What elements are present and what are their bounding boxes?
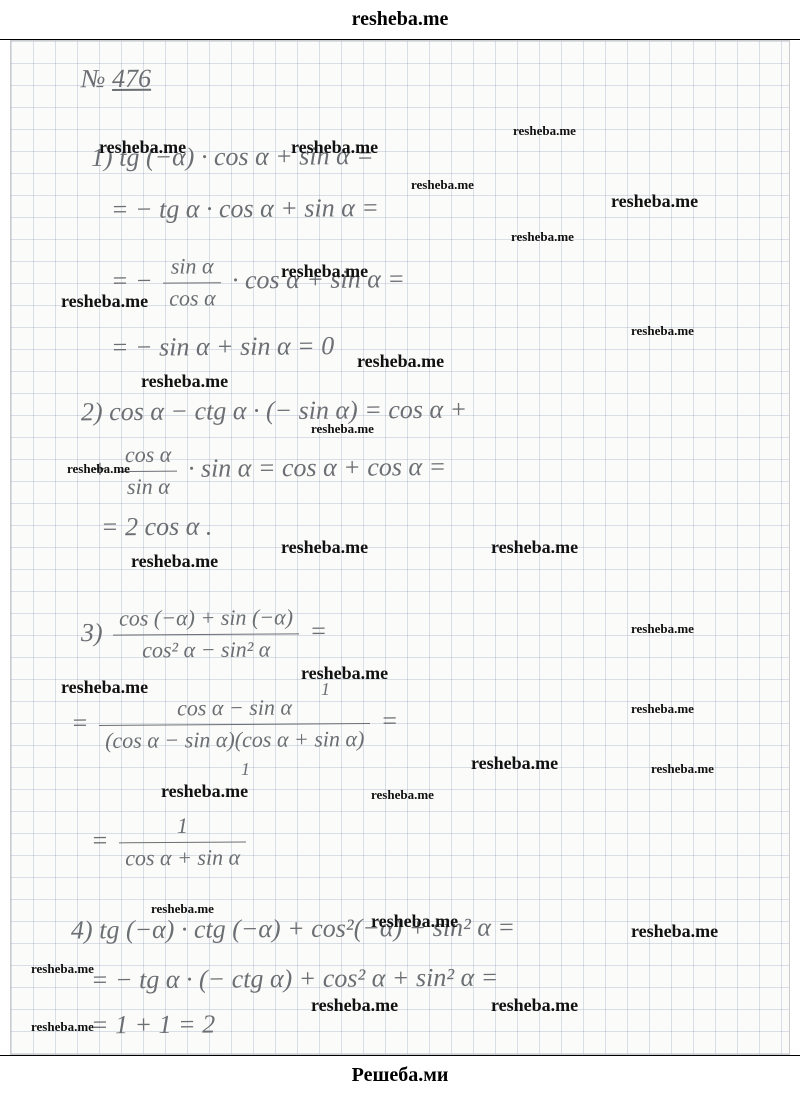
- watermark-text: resheba.me: [371, 787, 434, 803]
- watermark-text: resheba.me: [631, 621, 694, 637]
- eq-3c-den: cos α + sin α: [119, 842, 246, 874]
- eq-3c-frac: 1 cos α + sin α: [119, 810, 246, 873]
- page-header: resheba.me: [0, 0, 800, 40]
- watermark-text: resheba.me: [99, 137, 186, 158]
- eq-2c: = 2 cos α .: [101, 509, 213, 546]
- watermark-text: resheba.me: [61, 677, 148, 698]
- watermark-text: resheba.me: [471, 753, 558, 774]
- eq-3b-den: (cos α − sin α)(cos α + sin α): [99, 724, 370, 757]
- eq-2b-post: · sin α = cos α + cos α =: [188, 452, 446, 483]
- watermark-text: resheba.me: [141, 371, 228, 392]
- eq-3a-post: =: [309, 616, 327, 645]
- eq-3c-pre: =: [91, 826, 115, 855]
- eq-1c: = − sin α cos α · cos α + sin α =: [111, 250, 405, 315]
- watermark-text: resheba.me: [357, 351, 444, 372]
- watermark-text: resheba.me: [161, 781, 248, 802]
- notebook-page: № 476 1) tg (−α) · cos α + sin α = = − t…: [10, 40, 790, 1055]
- watermark-text: resheba.me: [491, 995, 578, 1016]
- watermark-text: resheba.me: [61, 291, 148, 312]
- eq-3b-sub: 1: [241, 757, 250, 782]
- watermark-text: resheba.me: [131, 551, 218, 572]
- problem-number: 476: [112, 64, 151, 93]
- eq-3a-num: cos (−α) + sin (−α): [113, 602, 299, 635]
- eq-3a-den: cos² α − sin² α: [113, 634, 299, 666]
- eq-1d: = − sin α + sin α = 0: [111, 328, 334, 366]
- eq-3c-num: 1: [119, 810, 246, 843]
- eq-1c-frac: sin α cos α: [163, 251, 222, 314]
- watermark-text: resheba.me: [491, 537, 578, 558]
- eq-1c-num: sin α: [163, 251, 222, 283]
- eq-2a: 2) cos α − ctg α · (− sin α) = cos α +: [81, 392, 467, 431]
- watermark-text: resheba.me: [291, 137, 378, 158]
- watermark-text: resheba.me: [311, 421, 374, 437]
- watermark-text: resheba.me: [631, 323, 694, 339]
- footer-title: Решеба.ми: [352, 1064, 449, 1087]
- page-footer: Решеба.ми: [0, 1055, 800, 1095]
- eq-1c-den: cos α: [163, 283, 222, 314]
- watermark-text: resheba.me: [151, 901, 214, 917]
- eq-3c: = 1 cos α + sin α: [91, 810, 250, 874]
- problem-heading: № 476: [81, 61, 151, 98]
- watermark-text: resheba.me: [31, 961, 94, 977]
- watermark-text: resheba.me: [311, 995, 398, 1016]
- eq-4b: = − tg α · (− ctg α) + cos² α + sin² α =: [91, 960, 499, 999]
- watermark-text: resheba.me: [611, 191, 698, 212]
- watermark-text: resheba.me: [631, 921, 718, 942]
- eq-3b-pre: =: [71, 708, 95, 737]
- eq-3b: = cos α − sin α (cos α − sin α)(cos α + …: [71, 692, 399, 757]
- eq-2b: + cos α sin α · sin α = cos α + cos α =: [91, 438, 447, 503]
- watermark-text: resheba.me: [631, 701, 694, 717]
- watermark-text: resheba.me: [513, 123, 576, 139]
- eq-1b: = − tg α · cos α + sin α =: [111, 190, 379, 228]
- watermark-text: resheba.me: [411, 177, 474, 193]
- eq-3a-pre: 3): [81, 618, 109, 647]
- watermark-text: resheba.me: [281, 537, 368, 558]
- eq-3a: 3) cos (−α) + sin (−α) cos² α − sin² α =: [81, 602, 328, 666]
- eq-4c: = 1 + 1 = 2: [91, 1007, 215, 1044]
- watermark-text: resheba.me: [301, 663, 388, 684]
- eq-3a-frac: cos (−α) + sin (−α) cos² α − sin² α: [113, 602, 299, 666]
- eq-3b-post: =: [381, 706, 399, 735]
- watermark-text: resheba.me: [31, 1019, 94, 1035]
- watermark-text: resheba.me: [371, 911, 458, 932]
- watermark-text: resheba.me: [651, 761, 714, 777]
- heading-prefix: №: [81, 64, 106, 93]
- watermark-text: resheba.me: [511, 229, 574, 245]
- header-title: resheba.me: [352, 8, 449, 31]
- watermark-text: resheba.me: [67, 461, 130, 477]
- watermark-text: resheba.me: [281, 261, 368, 282]
